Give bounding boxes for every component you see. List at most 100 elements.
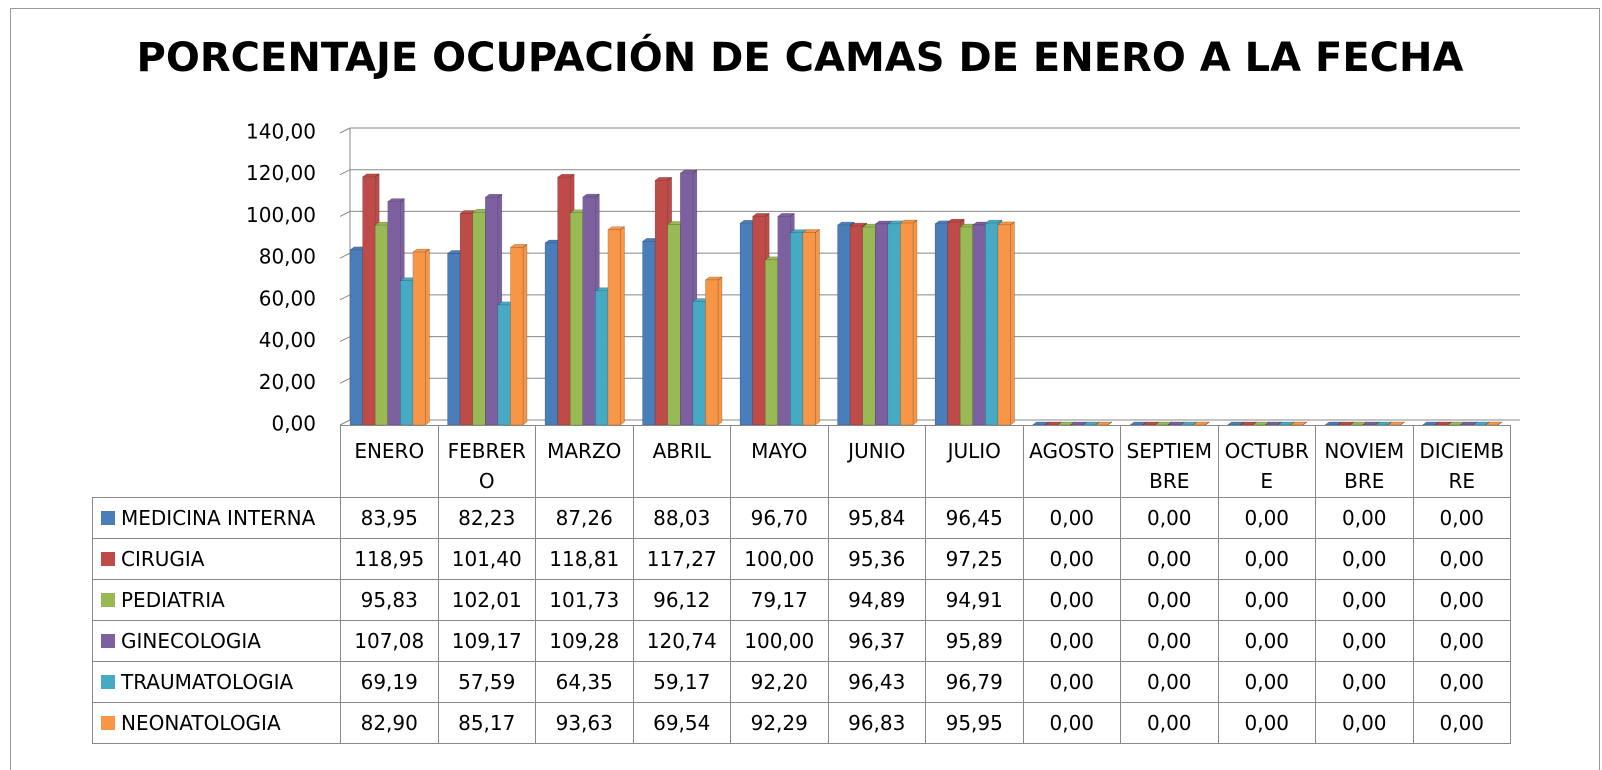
bar	[485, 197, 499, 426]
bar	[387, 201, 401, 426]
bar	[887, 223, 901, 426]
value-cell: 118,95	[340, 538, 439, 580]
legend-swatch	[101, 716, 115, 730]
bar	[692, 301, 706, 426]
legend-swatch	[101, 634, 115, 648]
value-cell: 0,00	[1217, 579, 1316, 621]
legend-row-header: PEDIATRIA	[92, 579, 341, 621]
grid-line	[339, 210, 1520, 217]
category-cell: NOVIEMBRE	[1315, 425, 1414, 498]
bar	[837, 224, 851, 426]
bar	[802, 232, 816, 426]
value-cell: 0,00	[1120, 620, 1219, 662]
legend-swatch	[101, 511, 115, 525]
bar	[972, 224, 986, 426]
bar	[947, 221, 961, 426]
bar	[595, 290, 609, 426]
value-cell: 0,00	[1022, 702, 1121, 744]
value-cell: 0,00	[1120, 497, 1219, 539]
value-cell: 96,37	[827, 620, 926, 662]
bar-3d	[1387, 421, 1406, 426]
grid-line	[339, 169, 1520, 176]
category-cell: MARZO	[535, 425, 634, 498]
legend-row-header: CIRUGIA	[92, 538, 341, 580]
value-cell: 0,00	[1217, 538, 1316, 580]
value-cell: 120,74	[632, 620, 731, 662]
bar	[544, 242, 558, 426]
value-cell: 0,00	[1412, 661, 1511, 703]
y-tick-label: 100,00	[246, 203, 316, 227]
bar	[569, 212, 584, 426]
bar	[934, 223, 948, 426]
value-cell: 69,19	[340, 661, 439, 703]
bar	[510, 247, 524, 426]
legend-label: PEDIATRIA	[121, 588, 225, 612]
value-cell: 95,95	[925, 702, 1024, 744]
value-cell: 101,40	[437, 538, 536, 580]
value-cell: 0,00	[1315, 661, 1414, 703]
bar	[412, 251, 426, 426]
value-cell: 95,83	[340, 579, 439, 621]
bar	[642, 241, 656, 426]
value-cell: 109,17	[437, 620, 536, 662]
value-cell: 94,91	[925, 579, 1024, 621]
category-cell: SEPTIEMBRE	[1120, 425, 1219, 498]
legend-swatch	[101, 593, 115, 607]
value-cell: 85,17	[437, 702, 536, 744]
legend-label: MEDICINA INTERNA	[121, 506, 316, 530]
value-cell: 95,36	[827, 538, 926, 580]
value-cell: 0,00	[1412, 579, 1511, 621]
value-cell: 57,59	[437, 661, 536, 703]
category-cell: FEBRERO	[437, 425, 536, 498]
value-cell: 0,00	[1217, 702, 1316, 744]
legend-label: TRAUMATOLOGIA	[121, 670, 294, 694]
bar	[349, 249, 363, 426]
value-cell: 87,26	[535, 497, 634, 539]
bar	[959, 226, 974, 426]
bar	[447, 253, 461, 426]
category-cell: MAYO	[730, 425, 829, 498]
bar-3d	[1031, 421, 1050, 426]
value-cell: 0,00	[1120, 579, 1219, 621]
value-cell: 59,17	[632, 661, 731, 703]
bar	[875, 223, 889, 426]
value-cell: 0,00	[1022, 579, 1121, 621]
value-cell: 0,00	[1120, 661, 1219, 703]
value-cell: 117,27	[632, 538, 731, 580]
bar	[667, 224, 681, 426]
value-cell: 102,01	[437, 579, 536, 621]
bar	[777, 216, 791, 426]
value-cell: 82,90	[340, 702, 439, 744]
value-cell: 96,83	[827, 702, 926, 744]
category-cell: OCTUBRE	[1217, 425, 1316, 498]
value-cell: 0,00	[1217, 497, 1316, 539]
bar	[497, 304, 511, 426]
value-cell: 0,00	[1412, 702, 1511, 744]
legend-row-header: GINECOLOGIA	[92, 620, 341, 662]
bar	[582, 196, 596, 426]
value-cell: 96,12	[632, 579, 731, 621]
legend-row-header: NEONATOLOGIA	[92, 702, 341, 744]
value-cell: 109,28	[535, 620, 634, 662]
value-cell: 69,54	[632, 702, 731, 744]
value-cell: 95,89	[925, 620, 1024, 662]
value-cell: 100,00	[730, 538, 829, 580]
bar	[607, 229, 621, 426]
y-tick-label: 20,00	[259, 370, 316, 394]
bar	[790, 232, 804, 426]
bar-3d	[1264, 421, 1283, 426]
value-cell: 0,00	[1217, 620, 1316, 662]
category-cell: JUNIO	[827, 425, 926, 498]
y-tick-label: 60,00	[259, 286, 316, 310]
category-cell: ABRIL	[632, 425, 731, 498]
bar	[862, 226, 876, 426]
bar	[459, 213, 473, 426]
legend-label: CIRUGIA	[121, 547, 205, 571]
category-cell: DICIEMBRE	[1412, 425, 1511, 498]
value-cell: 79,17	[730, 579, 829, 621]
bar	[997, 224, 1011, 426]
value-cell: 0,00	[1412, 497, 1511, 539]
legend-label: GINECOLOGIA	[121, 629, 261, 653]
value-cell: 0,00	[1315, 620, 1414, 662]
